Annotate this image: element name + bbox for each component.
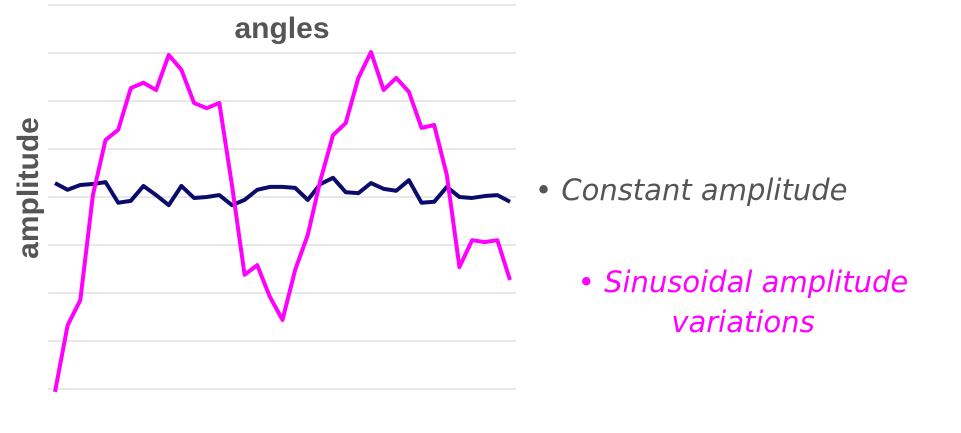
chart-title: angles bbox=[234, 12, 329, 45]
series-line bbox=[54, 175, 511, 208]
legend-entry: • Sinusoidal amplitude variations bbox=[577, 265, 909, 339]
y-axis-label: amplitude bbox=[12, 117, 45, 259]
legend-label: Constant amplitude bbox=[561, 173, 848, 207]
series-line bbox=[53, 50, 512, 393]
legend-entry: • Constant amplitude bbox=[535, 173, 848, 207]
legend-label: Sinusoidal amplitude variations bbox=[604, 265, 909, 339]
